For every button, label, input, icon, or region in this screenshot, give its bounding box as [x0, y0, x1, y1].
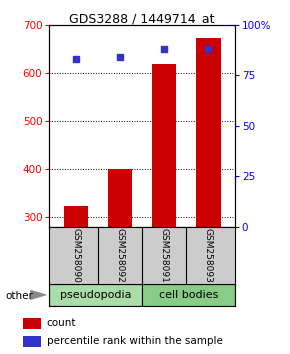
Text: other: other	[6, 291, 34, 301]
Bar	[152, 64, 176, 227]
Bar	[23, 318, 41, 329]
Point	[162, 46, 166, 52]
Bar	[108, 169, 132, 227]
Bar	[142, 284, 235, 306]
Text: GSM258092: GSM258092	[115, 228, 124, 283]
Text: cell bodies: cell bodies	[159, 290, 218, 300]
Text: GDS3288 / 1449714_at: GDS3288 / 1449714_at	[69, 12, 215, 25]
Text: GSM258091: GSM258091	[160, 228, 169, 283]
Text: count: count	[46, 318, 76, 328]
Bar	[49, 284, 142, 306]
Bar	[196, 38, 220, 227]
Text: pseudopodia: pseudopodia	[60, 290, 131, 300]
Text: GSM258090: GSM258090	[71, 228, 80, 283]
Bar	[23, 336, 41, 347]
Text: percentile rank within the sample: percentile rank within the sample	[46, 336, 222, 346]
Point	[206, 46, 211, 52]
Polygon shape	[30, 290, 46, 299]
Point	[118, 54, 122, 60]
Text: GSM258093: GSM258093	[204, 228, 213, 283]
Point	[73, 56, 78, 62]
Bar	[64, 206, 88, 227]
